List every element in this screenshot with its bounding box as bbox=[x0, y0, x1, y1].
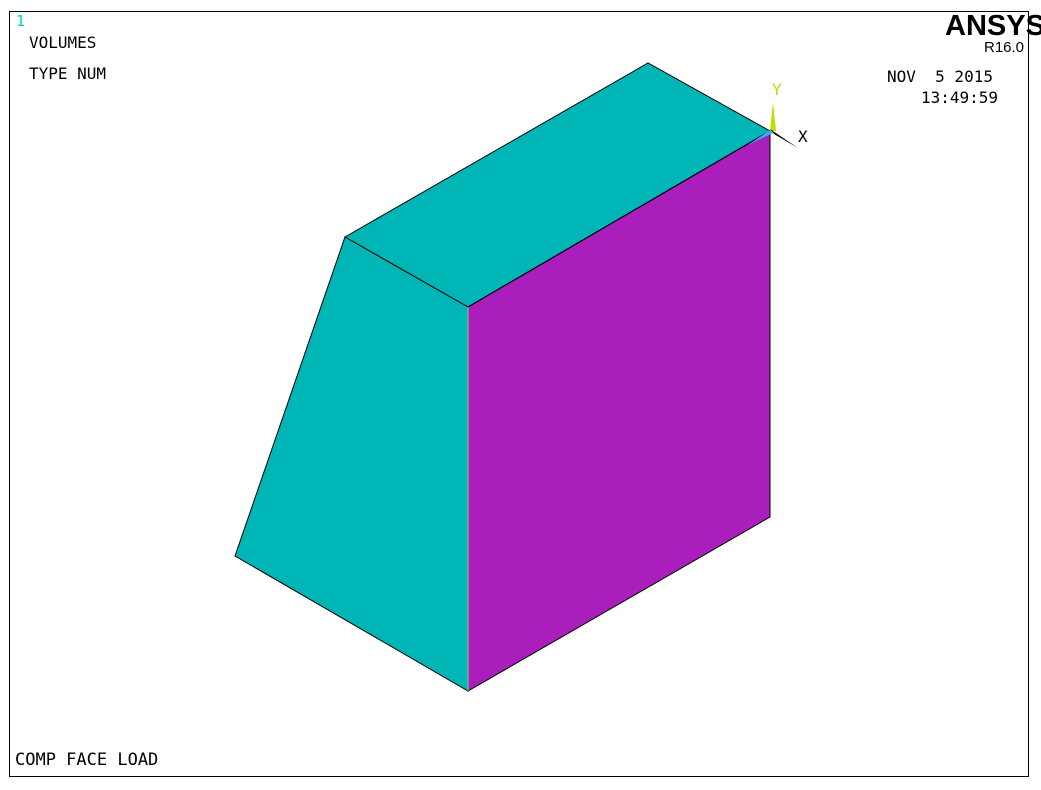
top-front-edge bbox=[467, 130, 771, 308]
release-label: R16.0 bbox=[984, 39, 1025, 56]
plot-subtitle: TYPE NUM bbox=[29, 64, 107, 83]
x-axis-arrow bbox=[770, 129, 798, 148]
volume-left-face[interactable] bbox=[234, 236, 469, 692]
axis-triad bbox=[748, 102, 798, 148]
time-label: 13:49:59 bbox=[921, 88, 999, 107]
bottom-label: COMP FACE LOAD bbox=[15, 750, 159, 770]
y-axis-arrow bbox=[770, 102, 776, 131]
date-label: NOV 5 2015 bbox=[887, 67, 993, 86]
window-number: 1 bbox=[16, 12, 26, 30]
x-axis-label: X bbox=[798, 127, 808, 146]
ansys-logo: ANSYS bbox=[945, 10, 1041, 42]
z-axis-arrow bbox=[748, 130, 773, 145]
plot-title: VOLUMES bbox=[29, 33, 97, 52]
y-axis-label: Y bbox=[772, 80, 782, 99]
